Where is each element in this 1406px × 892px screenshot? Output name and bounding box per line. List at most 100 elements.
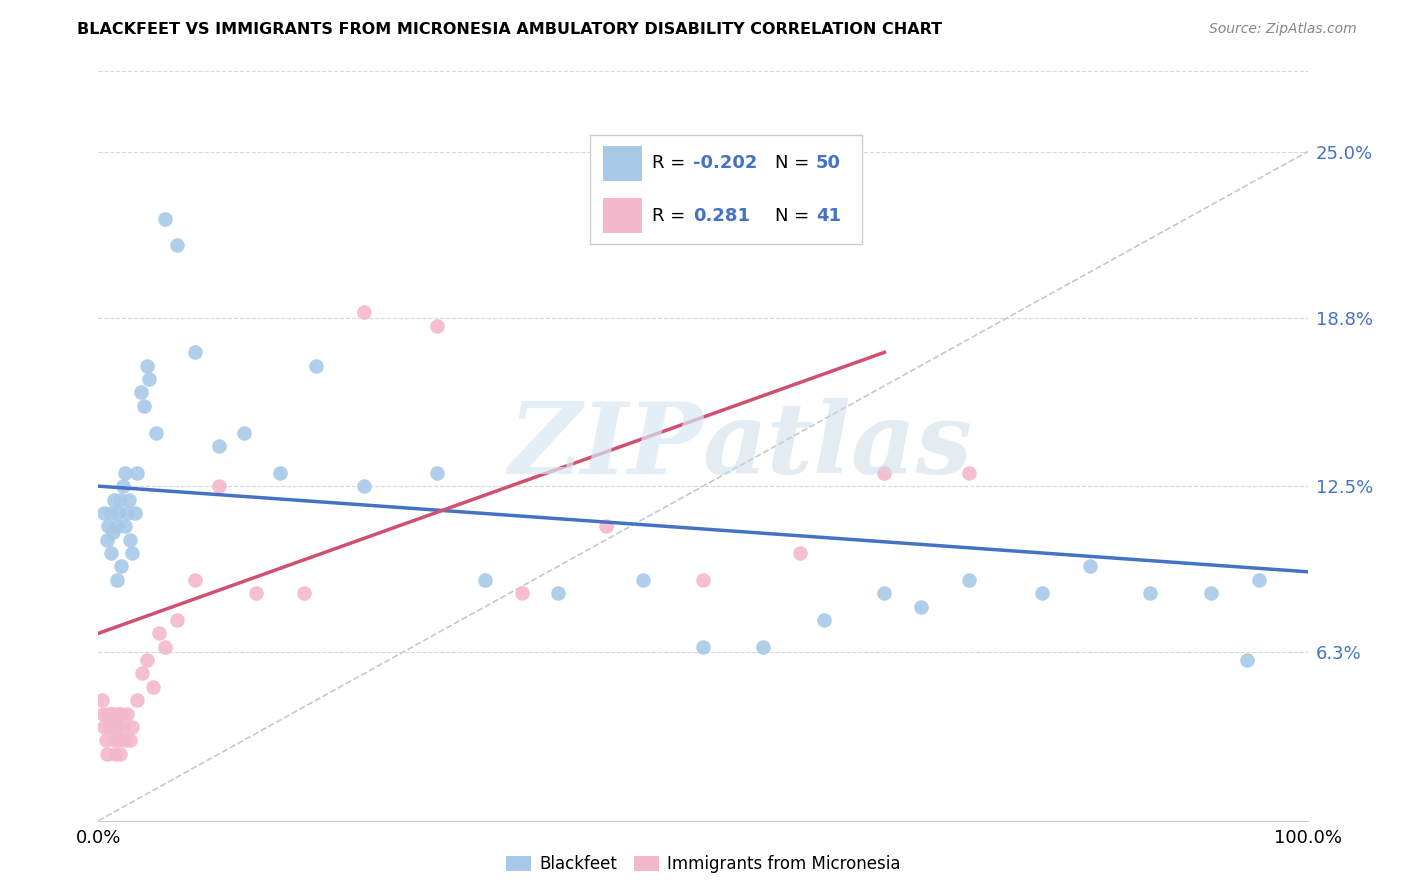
Point [752,640,775,654]
Point [153,211,176,226]
Point [108,747,131,761]
Point [547,586,569,600]
Point [813,613,835,627]
Point [1236,653,1258,667]
Point [166,238,188,252]
Point [118,492,141,507]
Point [145,425,167,440]
Point [96,747,118,761]
Point [1199,586,1222,600]
Point [142,680,165,694]
Point [110,559,132,574]
Point [166,613,188,627]
Text: atlas: atlas [703,398,973,494]
Point [101,706,124,721]
Legend: Blackfeet, Immigrants from Micronesia: Blackfeet, Immigrants from Micronesia [499,848,907,880]
Point [692,573,714,587]
Point [114,519,136,533]
Point [1031,586,1053,600]
Point [111,479,134,493]
Point [93,720,115,734]
Point [97,706,120,721]
Point [353,305,375,319]
Point [105,720,128,734]
Point [124,506,146,520]
Point [107,506,129,520]
Point [129,385,152,400]
Point [510,586,533,600]
Point [118,733,141,747]
Point [121,546,143,560]
Point [232,425,254,440]
Point [97,519,120,533]
Point [208,479,231,493]
Point [305,359,328,373]
Point [100,720,122,734]
Point [138,372,160,386]
Point [1078,559,1101,574]
Point [96,533,118,547]
Point [100,506,122,520]
Point [135,359,157,373]
Point [131,666,153,681]
Point [269,466,291,480]
Point [245,586,267,600]
Text: -0.202: -0.202 [693,154,758,172]
Point [104,747,127,761]
Text: N =: N = [775,207,815,225]
Text: 50: 50 [815,154,841,172]
Point [135,653,157,667]
Point [692,640,714,654]
Point [114,466,136,480]
Point [118,533,141,547]
Point [208,439,231,453]
Point [114,733,136,747]
Point [873,466,896,480]
Point [426,318,449,333]
Text: N =: N = [775,154,815,172]
Point [100,546,122,560]
Point [153,640,176,654]
Point [148,626,170,640]
Point [426,466,449,480]
Text: BLACKFEET VS IMMIGRANTS FROM MICRONESIA AMBULATORY DISABILITY CORRELATION CHART: BLACKFEET VS IMMIGRANTS FROM MICRONESIA … [77,22,942,37]
Point [103,733,125,747]
Point [117,706,139,721]
Point [595,519,617,533]
Point [101,524,124,539]
Point [292,586,315,600]
Point [108,492,131,507]
Point [91,706,114,721]
Text: R =: R = [652,207,692,225]
Point [910,599,932,614]
Point [957,573,980,587]
Text: ZIP: ZIP [508,398,703,494]
Point [117,506,139,520]
Point [108,733,131,747]
Point [127,693,149,707]
Point [105,573,128,587]
Point [111,720,134,734]
Point [127,466,149,480]
Point [134,399,156,413]
Point [873,586,896,600]
Bar [603,145,641,181]
Point [789,546,811,560]
Text: 41: 41 [815,207,841,225]
Point [353,479,375,493]
Point [103,492,125,507]
Point [474,573,496,587]
Point [105,519,128,533]
Text: Source: ZipAtlas.com: Source: ZipAtlas.com [1209,22,1357,37]
Point [98,720,121,734]
Point [957,466,980,480]
Bar [603,198,641,234]
Text: R =: R = [652,154,692,172]
Point [94,733,117,747]
Text: 0.281: 0.281 [693,207,751,225]
Point [93,506,115,520]
Point [121,720,143,734]
Point [1139,586,1161,600]
Point [107,706,129,721]
Point [91,693,114,707]
